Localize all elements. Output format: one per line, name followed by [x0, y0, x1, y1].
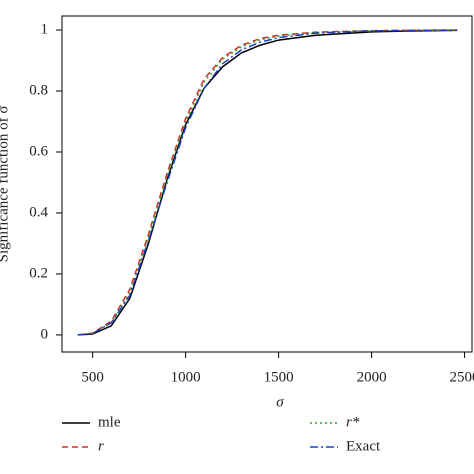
- x-tick-label: 1500: [264, 369, 294, 385]
- legend-label: Exact: [346, 438, 381, 454]
- series-line: [77, 29, 458, 336]
- y-tick-label: 0.2: [29, 265, 48, 281]
- series-line: [77, 29, 458, 336]
- series-line: [77, 29, 458, 336]
- y-tick-label: 0.6: [29, 143, 48, 159]
- plot-frame: [61, 15, 473, 353]
- y-tick-label: 0.4: [29, 204, 48, 220]
- legend-label: mle: [98, 414, 121, 430]
- series-line: [77, 29, 458, 336]
- x-axis-label: σ: [276, 394, 284, 410]
- y-axis-label: Significance function of σ: [0, 106, 11, 263]
- x-tick-label: 500: [81, 369, 104, 385]
- legend-label: r: [98, 438, 104, 454]
- x-tick-label: 1000: [171, 369, 201, 385]
- x-tick-label: 2000: [357, 369, 387, 385]
- y-tick-label: 0: [41, 326, 49, 342]
- legend-label: r*: [346, 414, 360, 430]
- y-tick-label: 0.8: [29, 82, 48, 98]
- y-tick-label: 1: [41, 21, 49, 37]
